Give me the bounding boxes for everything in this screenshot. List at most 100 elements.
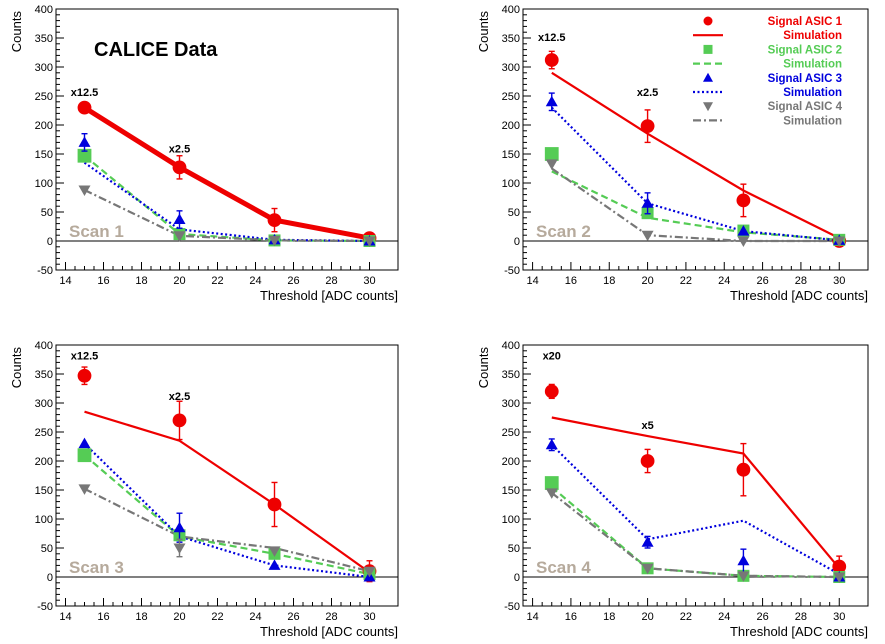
x-tick-label: 18 — [135, 275, 147, 287]
y-tick-label: 300 — [35, 398, 53, 410]
legend-label: Simulation — [783, 30, 842, 42]
y-tick-label: 0 — [514, 236, 520, 248]
simulation-line-6 — [551, 444, 840, 576]
data-point-asic-4 — [833, 236, 846, 247]
y-tick-label: 350 — [502, 369, 520, 381]
y-axis-title: Counts — [9, 347, 24, 389]
simulation-line-6 — [83, 442, 370, 579]
y-tick-label: 100 — [35, 514, 53, 526]
y-tick-label: 100 — [502, 178, 520, 190]
simulation-line-4 — [551, 170, 840, 241]
x-tick-label: 14 — [526, 275, 538, 287]
x-tick-label: 20 — [641, 611, 653, 623]
y-tick-label: 400 — [35, 340, 53, 352]
y-tick-label: 400 — [35, 4, 53, 16]
y-tick-label: 50 — [508, 543, 520, 555]
y-tick-label: 200 — [502, 456, 520, 468]
data-point-asic-4 — [173, 543, 186, 554]
data-point-asic-3 — [173, 213, 186, 225]
y-tick-label: -50 — [37, 265, 53, 277]
y-tick-label: 350 — [35, 33, 53, 45]
data-point-asic-4 — [737, 236, 750, 247]
y-tick-label: 50 — [41, 207, 53, 219]
y-axis-title: Counts — [9, 11, 24, 53]
x-axis-title: Threshold [ADC counts] — [260, 288, 398, 303]
y-tick-label: 150 — [502, 149, 520, 161]
data-point-asic-4 — [268, 546, 281, 557]
y-tick-label: -50 — [504, 265, 520, 277]
data-point-asic-1 — [77, 368, 92, 383]
scale-annotation: x12.5 — [71, 351, 99, 363]
y-tick-label: 100 — [502, 514, 520, 526]
data-point-asic-1 — [736, 193, 751, 208]
data-point-asic-1 — [832, 559, 847, 574]
legend-label: Simulation — [783, 59, 842, 71]
y-tick-label: 350 — [502, 33, 520, 45]
x-tick-label: 30 — [363, 611, 375, 623]
x-tick-label: 14 — [59, 611, 71, 623]
x-tick-label: 30 — [833, 611, 845, 623]
legend-entry: Simulation — [693, 115, 842, 127]
panel-label: Scan 4 — [536, 558, 591, 577]
legend-entry: Simulation — [693, 30, 842, 42]
y-tick-label: 50 — [41, 543, 53, 555]
y-tick-label: 250 — [35, 91, 53, 103]
legend-entry: Signal ASIC 3 — [703, 72, 842, 85]
y-tick-label: 300 — [35, 62, 53, 74]
y-tick-label: 250 — [502, 91, 520, 103]
data-point-asic-3 — [268, 559, 281, 570]
data-point-asic-2 — [544, 147, 559, 161]
x-tick-label: 20 — [173, 611, 185, 623]
legend-entry: Signal ASIC 4 — [703, 101, 843, 113]
x-tick-label: 30 — [363, 275, 375, 287]
data-point-asic-3 — [78, 136, 91, 147]
data-point-asic-3 — [173, 521, 186, 533]
x-tick-label: 16 — [97, 275, 109, 287]
legend-entry: Signal ASIC 2 — [703, 44, 842, 56]
x-tick-label: 16 — [565, 611, 577, 623]
y-tick-label: -50 — [504, 601, 520, 613]
scale-annotation: x12.5 — [538, 32, 566, 44]
data-point-asic-4 — [173, 231, 186, 242]
data-point-asic-4 — [268, 235, 281, 247]
data-point-asic-1 — [172, 413, 187, 428]
panel-2: -50 0 50 100 150 200 250 300 350 400 14 16 18 20 22 24 2… — [476, 4, 869, 303]
y-axis-title: Counts — [476, 11, 491, 53]
simulation-line-4 — [83, 454, 370, 576]
simulation-line-2 — [551, 416, 841, 570]
panel-label: Scan 3 — [69, 558, 124, 577]
data-point-asic-4 — [833, 572, 846, 583]
data-point-asic-1 — [267, 213, 282, 228]
data-point-asic-4 — [737, 571, 750, 582]
scale-annotation: x2.5 — [169, 143, 190, 155]
legend: Signal ASIC 1 Simulation Signal ASIC 2 Simu… — [693, 16, 843, 127]
x-tick-label: 14 — [59, 275, 71, 287]
x-tick-label: 28 — [795, 275, 807, 287]
x-tick-label: 28 — [325, 275, 337, 287]
legend-label: Simulation — [783, 87, 842, 99]
data-point-asic-3 — [641, 536, 654, 547]
legend-marker — [703, 44, 713, 54]
data-point-asic-3 — [737, 225, 750, 236]
legend-label: Signal ASIC 1 — [768, 16, 843, 28]
x-tick-label: 16 — [97, 611, 109, 623]
data-point-asic-1 — [544, 384, 559, 399]
data-point-asic-4 — [78, 185, 91, 196]
y-tick-label: 50 — [508, 207, 520, 219]
y-tick-label: 200 — [35, 456, 53, 468]
x-tick-label: 20 — [641, 275, 653, 287]
y-tick-label: 350 — [35, 369, 53, 381]
x-tick-label: 16 — [565, 275, 577, 287]
data-point-asic-1 — [172, 160, 187, 175]
x-tick-label: 18 — [603, 275, 615, 287]
legend-marker — [703, 72, 713, 82]
scale-annotation: x5 — [641, 420, 653, 432]
y-tick-label: 400 — [502, 340, 520, 352]
x-axis-title: Threshold [ADC counts] — [730, 288, 868, 303]
y-tick-label: 200 — [35, 120, 53, 132]
legend-marker — [703, 102, 713, 112]
data-point-asic-3 — [545, 438, 558, 450]
legend-marker — [703, 16, 713, 26]
data-point-asic-4 — [78, 484, 91, 495]
